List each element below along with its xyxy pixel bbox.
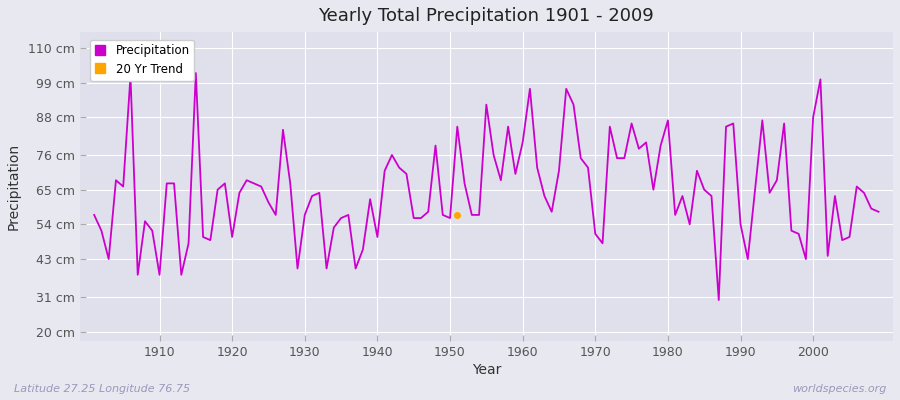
Text: Latitude 27.25 Longitude 76.75: Latitude 27.25 Longitude 76.75 (14, 384, 190, 394)
Text: worldspecies.org: worldspecies.org (792, 384, 886, 394)
Legend: Precipitation, 20 Yr Trend: Precipitation, 20 Yr Trend (90, 40, 194, 81)
Y-axis label: Precipitation: Precipitation (7, 143, 21, 230)
X-axis label: Year: Year (472, 363, 501, 377)
Title: Yearly Total Precipitation 1901 - 2009: Yearly Total Precipitation 1901 - 2009 (319, 7, 654, 25)
